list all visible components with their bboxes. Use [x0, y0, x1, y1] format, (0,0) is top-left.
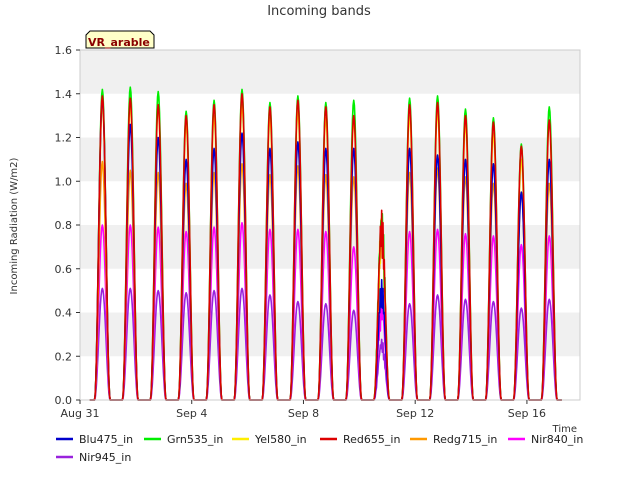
site-tag-text: VR_arable	[88, 36, 150, 49]
plot-band	[80, 50, 580, 94]
y-tick-label: 0.0	[55, 394, 73, 407]
legend-label: Nir840_in	[531, 433, 583, 446]
y-tick-label: 1.0	[55, 175, 73, 188]
legend-label: Nir945_in	[79, 451, 131, 464]
legend-label: Grn535_in	[167, 433, 223, 446]
series-layer	[89, 86, 562, 401]
series-line-red655-in	[89, 92, 562, 401]
y-tick-label: 0.2	[55, 350, 73, 363]
legend-label: Yel580_in	[254, 433, 307, 446]
x-tick-label: Sep 16	[508, 407, 546, 420]
y-axis-label: Incoming Radiation (W/m2)	[9, 157, 20, 294]
site-tag-box	[85, 30, 155, 49]
legend-label: Blu475_in	[79, 433, 133, 446]
x-tick-label: Sep 8	[288, 407, 319, 420]
legend-label: Red655_in	[343, 433, 400, 446]
x-tick-label: Sep 12	[396, 407, 434, 420]
y-tick-label: 1.6	[55, 44, 73, 57]
y-tick-label: 0.6	[55, 263, 73, 276]
x-tick-label: Sep 4	[176, 407, 207, 420]
plot-band	[80, 93, 580, 138]
x-axis-ticks: Aug 31 Sep 4 Sep 8 Sep 12 Sep 16	[61, 400, 546, 420]
y-tick-label: 0.4	[55, 307, 73, 320]
plot-band	[80, 137, 580, 182]
y-tick-label: 0.8	[55, 219, 73, 232]
y-tick-label: 1.2	[55, 132, 73, 145]
y-tick-label: 1.4	[55, 88, 73, 101]
legend: Blu475_in Grn535_in Yel580_in Red655_in Redg…	[56, 433, 583, 464]
legend-label: Redg715_in	[433, 433, 497, 446]
x-tick-label: Aug 31	[61, 407, 100, 420]
site-tag: VR_arable	[85, 30, 155, 49]
y-axis-ticks: 0.0 0.2 0.4 0.6 0.8 1.0 1.2 1.4 1.6	[55, 44, 80, 407]
x-axis-label: Time	[552, 424, 577, 435]
chart-title: Incoming bands	[267, 4, 371, 19]
